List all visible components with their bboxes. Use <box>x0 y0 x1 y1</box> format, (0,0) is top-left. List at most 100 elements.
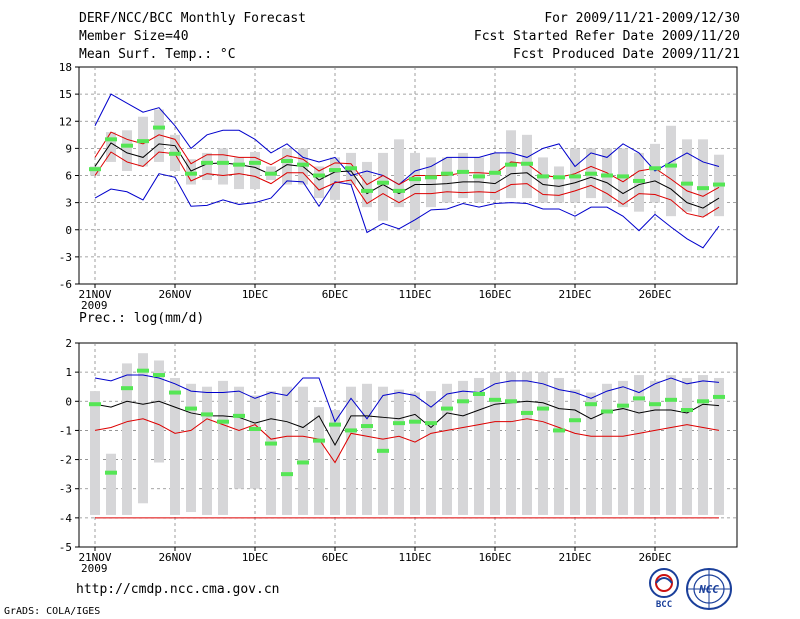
prec-median-marker <box>153 373 165 378</box>
temp-mean-line <box>94 142 720 209</box>
prec-median-marker <box>249 426 261 431</box>
temp-median-marker <box>441 171 453 176</box>
prec-box <box>170 377 180 515</box>
prec-median-marker <box>697 399 709 404</box>
prec-median-marker <box>377 448 389 453</box>
temp-panel: -6 -3 0 3 6 9 12 15 18 21NOV 26NOV 1DEC 6DEC 11DEC 16D… <box>59 61 738 312</box>
prec-box <box>234 386 244 489</box>
member-size-label: Member Size=40 <box>79 29 189 44</box>
prec-box <box>586 392 596 515</box>
prec-box <box>122 363 132 515</box>
prec-panel-title: Prec.: log(mm/d) <box>79 311 204 326</box>
prec-median-marker <box>585 402 597 407</box>
temp-median-marker <box>297 162 309 167</box>
prec-box <box>90 391 100 515</box>
source-url[interactable]: http://cmdp.ncc.cma.gov.cn <box>76 582 280 597</box>
temp-max-line <box>94 93 720 186</box>
prec-median-marker <box>425 421 437 426</box>
prec-median-marker <box>361 424 373 429</box>
prec-ytick-label: 1 <box>65 366 72 379</box>
temp-median-marker <box>377 180 389 185</box>
prec-box <box>442 383 452 515</box>
temp-box <box>538 157 548 203</box>
prec-box <box>202 386 212 515</box>
temp-box <box>282 148 292 185</box>
forecast-period: For 2009/11/21-2009/12/30 <box>544 11 740 26</box>
temp-median-marker <box>233 162 245 167</box>
temp-median-marker <box>185 171 197 176</box>
prec-ytick-label: 2 <box>65 337 72 350</box>
prec-median-marker <box>89 402 101 407</box>
prec-xtick-label: 16DEC <box>478 551 511 564</box>
prec-median-marker <box>633 396 645 401</box>
prec-box <box>186 383 196 513</box>
prec-ytick-label: -2 <box>59 454 72 467</box>
temp-median-marker <box>137 139 149 144</box>
temp-median-marker <box>681 181 693 186</box>
prec-median-marker <box>601 409 613 414</box>
prec-ytick-label: -3 <box>59 483 72 496</box>
prec-box <box>154 360 164 463</box>
temp-median-marker <box>505 162 517 167</box>
prec-median-marker <box>473 392 485 396</box>
temp-box <box>522 134 532 199</box>
temp-median-marker <box>457 169 469 174</box>
prec-year-label: 2009 <box>81 562 108 575</box>
prec-median-marker <box>521 410 533 415</box>
prec-box <box>474 377 484 515</box>
temp-mean-minus-sd-line <box>94 151 720 218</box>
temp-median-marker <box>217 160 229 165</box>
temp-ytick-label: 6 <box>65 170 72 183</box>
temp-median-marker <box>393 188 405 193</box>
temp-median-marker <box>169 151 181 156</box>
temp-xtick-label: 6DEC <box>322 288 349 301</box>
temp-median-marker <box>697 186 709 191</box>
temp-box <box>458 152 468 199</box>
temp-box <box>314 166 324 199</box>
temp-median-marker <box>617 174 629 179</box>
prec-median-marker <box>393 421 405 426</box>
temp-median-marker <box>425 175 437 180</box>
temp-xtick-label: 26NOV <box>158 288 191 301</box>
temp-ytick-label: 0 <box>65 224 72 237</box>
prec-box <box>490 372 500 515</box>
prec-ytick-label: -5 <box>59 541 72 554</box>
prec-box <box>362 383 372 515</box>
prec-box <box>634 375 644 515</box>
prec-median-marker <box>329 422 341 427</box>
temp-box <box>442 157 452 203</box>
temp-median-marker <box>521 161 533 166</box>
temp-box <box>666 125 676 217</box>
prec-box <box>554 377 564 515</box>
temp-box <box>698 139 708 217</box>
temp-box <box>426 157 436 208</box>
temp-median-marker <box>281 159 293 164</box>
prec-box <box>266 391 276 515</box>
temp-median-marker <box>265 171 277 176</box>
prec-box <box>426 391 436 515</box>
prec-median-marker <box>537 406 549 411</box>
temp-median-marker <box>473 174 485 179</box>
prec-xtick-label: 11DEC <box>398 551 431 564</box>
temp-min-line <box>94 173 720 249</box>
bcc-logo: BCC <box>649 568 679 609</box>
prec-box <box>538 372 548 515</box>
temp-box <box>122 130 132 171</box>
temp-xtick-label: 1DEC <box>242 288 269 301</box>
temp-box <box>378 152 388 221</box>
temp-median-marker <box>313 173 325 178</box>
forecast-produced-date: Fcst Produced Date 2009/11/21 <box>513 47 740 62</box>
prec-frame <box>78 342 738 548</box>
temp-box <box>394 139 404 208</box>
prec-ytick-label: -4 <box>59 512 73 525</box>
prec-median-marker <box>265 441 277 446</box>
variable-label: Mean Surf. Temp.: °C <box>79 47 236 62</box>
temp-median-marker <box>585 171 597 176</box>
prec-box <box>506 372 516 515</box>
prec-median-marker <box>665 397 677 402</box>
temp-ytick-label: 3 <box>65 197 72 210</box>
ncc-logo: NCC <box>686 568 732 610</box>
ncc-logo-text: NCC <box>698 583 719 596</box>
prec-xtick-label: 21NOV <box>78 551 111 564</box>
